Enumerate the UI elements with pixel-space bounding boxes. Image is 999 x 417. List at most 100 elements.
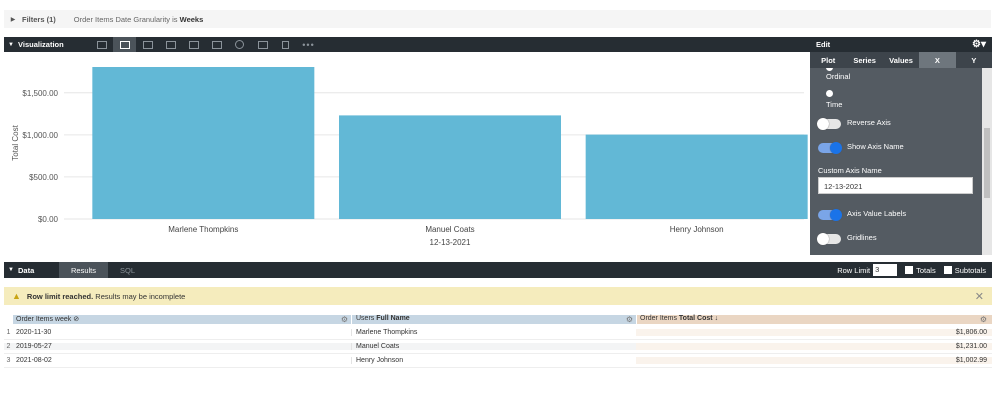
show-axis-name-toggle[interactable] bbox=[818, 142, 842, 154]
column-gear-icon[interactable]: ⚙ bbox=[625, 315, 633, 324]
data-bar: ▼ Data Results SQL Row Limit 3 Totals Su… bbox=[4, 262, 992, 278]
column-gear-icon[interactable]: ⚙ bbox=[340, 315, 348, 324]
header-name-prefix: Users bbox=[356, 315, 375, 322]
scrollbar-thumb[interactable] bbox=[984, 128, 990, 198]
bar bbox=[585, 134, 808, 219]
map-icon[interactable] bbox=[251, 37, 274, 52]
cell-cost[interactable]: $1,002.99 bbox=[636, 357, 992, 364]
x-tick-label: Marlene Thompkins bbox=[168, 225, 238, 234]
row-limit-warning: ▲ Row limit reached. Results may be inco… bbox=[4, 287, 992, 305]
results-table: Order Items week ⊘ ⚙ Users Full Name ⚙ O… bbox=[4, 313, 992, 368]
x-tick-label: Henry Johnson bbox=[670, 225, 724, 234]
filters-summary-prefix: Order Items Date Granularity is bbox=[73, 14, 178, 24]
cell-name[interactable]: Henry Johnson bbox=[351, 357, 636, 364]
header-name-bold: Full Name bbox=[376, 315, 410, 322]
header-cost-bold: Total Cost bbox=[678, 315, 713, 322]
row-limit-input[interactable]: 3 bbox=[873, 264, 898, 276]
column-chart-icon[interactable] bbox=[113, 37, 136, 52]
axis-value-labels-toggle[interactable] bbox=[818, 209, 842, 221]
column-gear-icon[interactable]: ⚙ bbox=[979, 315, 987, 324]
table-row: 3 2021-08-02 Henry Johnson $1,002.99 bbox=[4, 354, 992, 368]
header-order-items-week[interactable]: Order Items week ⊘ ⚙ bbox=[13, 315, 351, 324]
x-axis-label: 12-13-2021 bbox=[430, 238, 471, 247]
caret-down-icon[interactable]: ▼ bbox=[8, 267, 14, 273]
subtotals-checkbox[interactable] bbox=[943, 266, 952, 274]
header-total-cost[interactable]: Order Items Total Cost ↓ ⚙ bbox=[636, 315, 992, 324]
header-week-label: Order Items week bbox=[16, 316, 72, 323]
bar-chart-icon[interactable] bbox=[136, 37, 159, 52]
line-chart-icon[interactable] bbox=[182, 37, 205, 52]
cell-name[interactable]: Manuel Coats bbox=[351, 343, 636, 350]
y-axis-label: Total Cost bbox=[11, 124, 20, 160]
caret-down-icon[interactable]: ▼ bbox=[8, 41, 14, 48]
scatter-icon[interactable] bbox=[159, 37, 182, 52]
edit-tabs: Plot Series Values X Y bbox=[810, 52, 992, 68]
tab-y[interactable]: Y bbox=[971, 55, 977, 65]
bar bbox=[92, 67, 315, 219]
bar-chart: $0.00 $500.00 $1,000.00 $1,500.00 Total Cost… bbox=[11, 67, 808, 247]
radio-ordinal-label: Ordinal bbox=[826, 72, 851, 81]
radio-ordinal[interactable] bbox=[826, 68, 833, 71]
caret-right-icon[interactable]: ▶ bbox=[10, 16, 16, 23]
row-number: 3 bbox=[6, 357, 11, 364]
table-header: Order Items week ⊘ ⚙ Users Full Name ⚙ O… bbox=[4, 313, 992, 326]
subtotals-label: Subtotals bbox=[954, 265, 986, 275]
totals-checkbox[interactable] bbox=[905, 266, 914, 274]
axis-value-labels-label: Axis Value Labels bbox=[847, 209, 907, 218]
edit-panel-title: Edit bbox=[816, 40, 831, 49]
reverse-axis-label: Reverse Axis bbox=[847, 118, 891, 127]
y-tick-label: $500.00 bbox=[29, 173, 58, 182]
edit-panel-header: Edit ⚙▾ bbox=[810, 37, 992, 52]
row-number: 1 bbox=[6, 329, 11, 336]
custom-axis-name-label: Custom Axis Name bbox=[818, 166, 882, 175]
filters-summary-value: Weeks bbox=[179, 14, 204, 24]
close-icon[interactable]: ✕ bbox=[974, 290, 984, 303]
data-label[interactable]: Data bbox=[18, 265, 35, 275]
more-options-icon[interactable]: ••• bbox=[302, 39, 315, 50]
row-limit-label: Row Limit bbox=[837, 265, 871, 275]
cell-name[interactable]: Marlene Thompkins bbox=[351, 329, 636, 336]
visualization-label[interactable]: Visualization bbox=[18, 40, 64, 49]
filters-bar[interactable]: ▶ Filters (1) Order Items Date Granulari… bbox=[4, 10, 991, 28]
warning-text: Results may be incomplete bbox=[95, 291, 186, 301]
single-value-icon[interactable] bbox=[274, 37, 297, 52]
header-users-full-name[interactable]: Users Full Name ⚙ bbox=[351, 315, 636, 324]
tab-values[interactable]: Values bbox=[889, 55, 913, 65]
y-tick-label: $1,500.00 bbox=[22, 89, 58, 98]
cell-cost[interactable]: $1,231.00 bbox=[636, 343, 992, 350]
filters-label[interactable]: Filters (1) bbox=[22, 14, 56, 24]
edit-panel-body: Ordinal Time Reverse Axis Show Axis Name… bbox=[810, 68, 982, 255]
reverse-axis-toggle[interactable] bbox=[817, 118, 841, 130]
table-body: 1 2020-11-30 Marlene Thompkins $1,806.00… bbox=[4, 326, 992, 368]
cell-week[interactable]: 2020-11-30 bbox=[16, 329, 52, 336]
area-chart-icon[interactable] bbox=[205, 37, 228, 52]
row-number: 2 bbox=[4, 343, 13, 350]
sort-desc-icon[interactable]: ↓ bbox=[714, 315, 719, 322]
table-row: 2 2019-05-27 Manuel Coats $1,231.00 bbox=[4, 340, 992, 354]
header-cost-prefix: Order Items bbox=[640, 315, 677, 322]
tab-series[interactable]: Series bbox=[853, 55, 876, 65]
table-icon[interactable] bbox=[90, 37, 113, 52]
tab-sql[interactable]: SQL bbox=[120, 265, 136, 275]
y-tick-label: $1,000.00 bbox=[22, 131, 58, 140]
pie-chart-icon[interactable] bbox=[228, 37, 251, 52]
gridlines-toggle[interactable] bbox=[817, 233, 841, 245]
gridlines-label: Gridlines bbox=[847, 233, 877, 242]
tab-results[interactable]: Results bbox=[59, 262, 109, 278]
subtotals-option[interactable]: Subtotals bbox=[943, 265, 986, 275]
gear-icon[interactable]: ⚙▾ bbox=[972, 39, 986, 50]
hidden-eye-icon[interactable]: ⊘ bbox=[73, 316, 80, 323]
tab-x[interactable]: X bbox=[919, 52, 956, 68]
edit-panel: Edit ⚙▾ Plot Series Values X Y Ordinal T… bbox=[810, 37, 992, 255]
radio-time[interactable] bbox=[826, 90, 833, 97]
cell-cost[interactable]: $1,806.00 bbox=[636, 329, 992, 336]
totals-label: Totals bbox=[916, 265, 936, 275]
chart-area: $0.00 $500.00 $1,000.00 $1,500.00 Total Cost… bbox=[4, 54, 810, 254]
tab-plot[interactable]: Plot bbox=[821, 55, 836, 65]
edit-panel-scrollbar[interactable] bbox=[982, 68, 992, 255]
totals-option[interactable]: Totals bbox=[905, 266, 936, 275]
data-options: Row Limit 3 Totals Subtotals bbox=[837, 264, 992, 276]
cell-week[interactable]: 2021-08-02 bbox=[16, 357, 52, 364]
cell-week[interactable]: 2019-05-27 bbox=[13, 343, 351, 350]
custom-axis-name-field[interactable]: 12-13-2021 bbox=[818, 177, 973, 194]
